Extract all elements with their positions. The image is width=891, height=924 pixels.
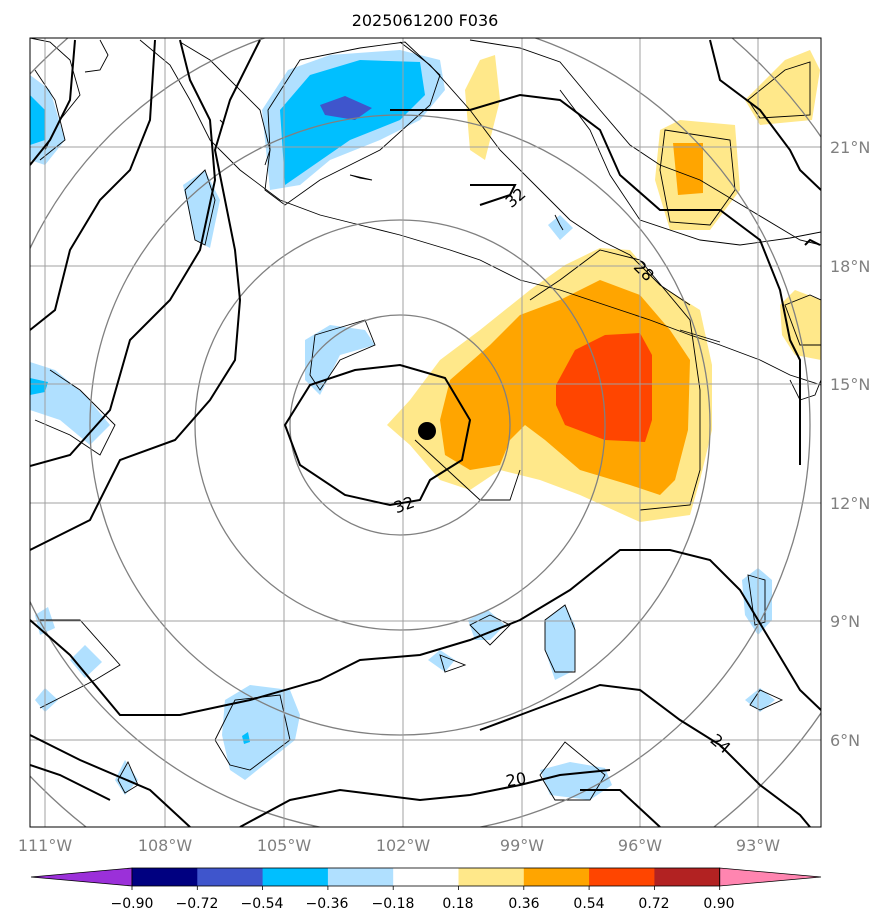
colorbar-segment — [523, 868, 590, 886]
lat-tick-labels: 21°N 18°N 15°N 12°N 9°N 6°N — [830, 138, 870, 750]
lon-tick-label: 93°W — [736, 836, 780, 855]
colorbar-tick-label: −0.72 — [176, 896, 219, 912]
lat-tick-label: 6°N — [830, 731, 860, 750]
lon-tick-label: 96°W — [618, 836, 662, 855]
colorbar-segment — [327, 868, 394, 886]
colorbar-tick-label: 0.90 — [703, 896, 734, 912]
colorbar-segment — [589, 868, 655, 886]
lat-tick-label: 21°N — [830, 138, 870, 157]
lon-tick-label: 105°W — [257, 836, 312, 855]
storm-center-marker — [418, 422, 436, 440]
graticule — [30, 38, 821, 827]
colorbar-tick-label: 0.36 — [508, 896, 539, 912]
plot-title: 2025061200 F036 — [352, 11, 499, 30]
lon-tick-label: 99°W — [500, 836, 544, 855]
lon-tick-label: 102°W — [376, 836, 431, 855]
colorbar-segment — [654, 868, 721, 886]
colorbar-tick-label: −0.54 — [241, 896, 284, 912]
negative-anomaly-fills — [30, 50, 775, 800]
colorbar-segment — [393, 868, 459, 886]
lat-tick-label: 12°N — [830, 494, 870, 513]
colorbar-tick-labels: −0.90 −0.72 −0.54 −0.36 −0.18 0.18 0.36 … — [111, 896, 735, 912]
colorbar-segment — [197, 868, 264, 886]
colorbar-tick-label: 0.72 — [638, 896, 669, 912]
coastlines — [30, 38, 821, 401]
svg-text:20: 20 — [504, 768, 527, 790]
positive-anomaly-fills — [387, 50, 821, 522]
colorbar-segment — [458, 868, 525, 886]
colorbar-tick-label: −0.90 — [111, 896, 154, 912]
colorbar-segment — [132, 868, 198, 886]
lon-tick-label: 108°W — [138, 836, 193, 855]
height-contours — [30, 39, 821, 827]
colorbar — [30, 867, 822, 890]
lon-tick-label: 111°W — [18, 836, 73, 855]
lon-tick-labels: 111°W 108°W 105°W 102°W 99°W 96°W 93°W — [18, 836, 780, 855]
colorbar-segment — [262, 868, 329, 886]
colorbar-extend-max — [719, 867, 822, 887]
colorbar-tick-label: 0.54 — [573, 896, 604, 912]
colorbar-extend-min — [30, 867, 133, 887]
map-frame — [29, 37, 822, 828]
colorbar-tick-label: 0.18 — [442, 896, 473, 912]
colorbar-tick-label: −0.36 — [306, 896, 349, 912]
lat-tick-label: 9°N — [830, 612, 860, 631]
colorbar-frame — [131, 867, 721, 887]
lat-tick-label: 18°N — [830, 257, 870, 276]
colorbar-tick-label: −0.18 — [372, 896, 415, 912]
lat-tick-label: 15°N — [830, 375, 870, 394]
